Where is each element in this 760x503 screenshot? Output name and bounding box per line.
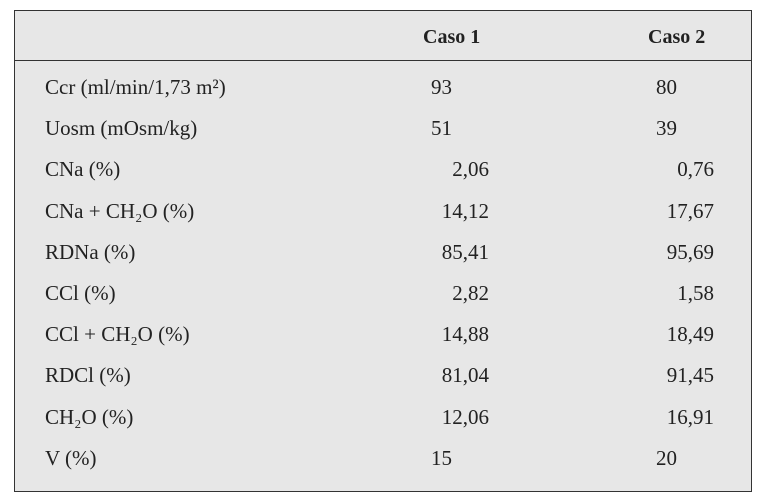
row-label: CCl + CH₂O (%) <box>45 322 190 347</box>
cell-value: 17,67 <box>666 198 714 223</box>
cell-value: 51 <box>431 116 452 141</box>
cell-value: 1,58 <box>677 281 714 305</box>
row-label: CH₂O (%) <box>45 404 134 429</box>
row-label: Ccr (ml/min/1,73 m²) <box>45 75 226 99</box>
cell-value: 95,69 <box>666 239 714 264</box>
cell-value: 81,04 <box>441 363 489 388</box>
row-label: CNa + CH₂O (%) <box>45 198 195 223</box>
cell-value: 0,76 <box>677 157 714 182</box>
cell-value: 91,45 <box>666 363 714 388</box>
cell-value: 39 <box>656 116 677 141</box>
cell-value: 14,12 <box>441 198 489 223</box>
table: Caso 1 Caso 2 Ccr (ml/min/1,73 m²) 93 80 Uo… <box>14 10 752 492</box>
row-label: CNa (%) <box>45 157 121 182</box>
cell-value: 85,41 <box>441 239 489 264</box>
cell-value: 16,91 <box>666 404 714 429</box>
row-label: Uosm (mOsm/kg) <box>45 116 198 141</box>
cell-value: 14,88 <box>441 322 489 347</box>
header-rule <box>15 60 751 61</box>
cell-value: 80 <box>656 75 677 99</box>
cell-value: 2,06 <box>452 157 489 182</box>
column-header: Caso 1 <box>423 26 481 48</box>
cell-value: 93 <box>431 75 452 99</box>
cell-value: 20 <box>656 445 677 470</box>
cell-value: 15 <box>431 445 452 470</box>
column-header: Caso 2 <box>648 26 706 48</box>
row-label: CCl (%) <box>45 281 116 305</box>
row-label: V (%) <box>45 445 97 470</box>
cell-value: 18,49 <box>666 322 714 347</box>
cell-value: 2,82 <box>452 281 489 305</box>
cell-value: 12,06 <box>441 404 489 429</box>
row-label: RDNa (%) <box>45 239 136 264</box>
row-label: RDCl (%) <box>45 363 131 388</box>
